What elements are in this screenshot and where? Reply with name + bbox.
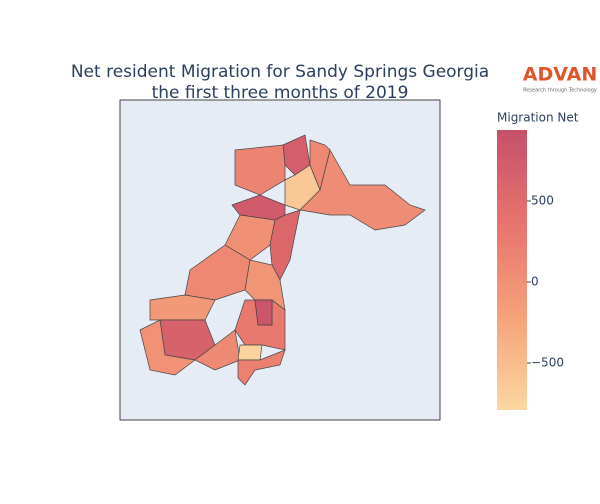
region [254, 299, 273, 326]
region [309, 139, 331, 192]
region [299, 149, 426, 231]
colorbar [497, 130, 527, 410]
colorbar-tick-label: 500 [531, 193, 554, 207]
chart-subtitle: the first three months of 2019 [152, 83, 409, 103]
region [237, 349, 286, 386]
logo-tagline: Research through Technology [523, 88, 597, 94]
chart-title: Net resident Migration for Sandy Springs… [71, 62, 489, 82]
colorbar-tick-label: −500 [531, 356, 564, 370]
colorbar-tick-label: 0 [531, 274, 539, 288]
logo: ADVAN [523, 64, 598, 86]
region [194, 329, 241, 371]
region [237, 344, 263, 361]
region [149, 294, 216, 321]
colorbar-title: Migration Net [497, 111, 579, 125]
